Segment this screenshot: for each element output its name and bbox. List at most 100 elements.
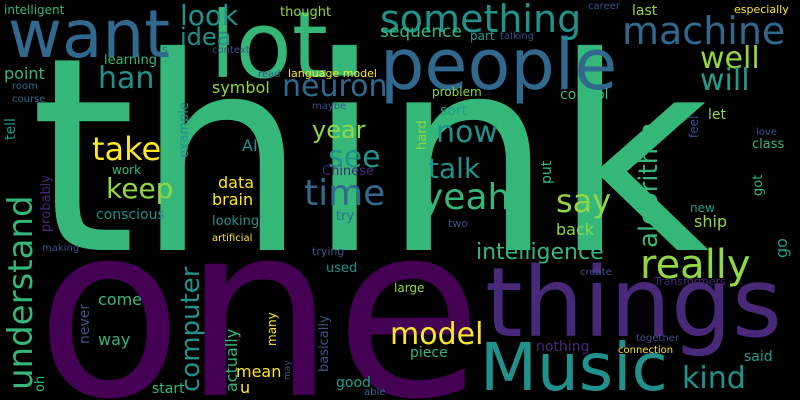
word-intelligence: intelligence	[476, 240, 604, 265]
word-point: point	[4, 64, 45, 83]
word-feel: feel	[687, 115, 701, 138]
word-especially: especially	[734, 3, 789, 16]
word-said: said	[744, 349, 773, 365]
word-things: things	[485, 247, 782, 359]
word-two: two	[448, 217, 469, 230]
word-kind: kind	[682, 361, 746, 396]
word-never: never	[77, 303, 93, 344]
word-something: something	[380, 0, 582, 41]
word-want: want	[8, 0, 171, 73]
word-basically: basically	[317, 315, 332, 372]
word-start: start	[152, 381, 185, 397]
word-brain: brain	[212, 190, 254, 209]
word-conscious: conscious	[96, 207, 165, 223]
word-work: work	[112, 163, 142, 177]
word-piece: piece	[410, 345, 448, 361]
word-got: got	[751, 174, 766, 196]
word-example: example	[177, 102, 192, 158]
word-come: come	[98, 290, 143, 309]
word-transformers: Transformers	[654, 275, 726, 288]
word-yeah: yeah	[422, 177, 511, 218]
word-hard: hard	[415, 120, 430, 150]
word-music: Music	[480, 329, 668, 400]
word-love: love	[756, 127, 777, 138]
word-many: many	[265, 312, 279, 346]
word-sequence: sequence	[380, 22, 462, 42]
word-room: room	[12, 81, 38, 92]
word-think: think	[30, 0, 710, 314]
word-idea: idea	[180, 23, 232, 51]
word-able: able	[364, 387, 386, 398]
word-algorithm: algorithm	[634, 122, 664, 248]
word-computer: computer	[176, 266, 206, 392]
word-course: course	[12, 94, 46, 105]
word-put: put	[539, 160, 555, 184]
word-see: see	[328, 140, 381, 175]
word-understand: understand	[1, 195, 41, 390]
word-go: go	[772, 238, 791, 258]
word-part: part	[470, 29, 495, 43]
word-making: making	[42, 243, 80, 254]
word-maybe: maybe	[312, 101, 347, 112]
word-data: data	[218, 173, 255, 192]
word-will: will	[700, 63, 750, 98]
word-try: try	[336, 209, 355, 224]
word-tell: tell	[3, 118, 19, 140]
word-language-model: language model	[288, 67, 377, 80]
word-oh: oh	[33, 375, 48, 392]
word-actually: actually	[222, 328, 241, 392]
word-control: control	[560, 87, 609, 103]
word-create: create	[580, 267, 612, 278]
word-ship: ship	[694, 212, 728, 231]
word-now: now	[436, 115, 498, 150]
word-problem: problem	[432, 85, 482, 99]
word-really: really	[640, 242, 751, 288]
word-last: last	[632, 3, 658, 19]
word-may: may	[283, 360, 293, 380]
word-back: back	[556, 220, 595, 239]
word-artificial: artificial	[212, 233, 253, 244]
word-machine: machine	[622, 9, 786, 53]
word-talk: talk	[428, 152, 481, 185]
word-together: together	[636, 333, 680, 344]
word-let: let	[708, 107, 726, 123]
word-probably: probably	[39, 174, 54, 232]
word-symbol: symbol	[212, 78, 270, 97]
word-look: look	[180, 0, 239, 32]
word-say: say	[556, 182, 612, 220]
word-large: large	[394, 281, 425, 295]
word-lot: lot	[210, 0, 328, 99]
word-context: context	[212, 45, 250, 56]
word-looking: looking	[212, 214, 260, 229]
word-well: well	[700, 41, 760, 76]
word-people: people	[380, 24, 618, 106]
word-way: way	[98, 330, 131, 349]
word-take: take	[92, 130, 162, 168]
word-chinese: Chinese	[322, 164, 374, 179]
word-intelligent: intelligent	[4, 3, 65, 17]
word-ai: AI	[242, 136, 258, 155]
word-used: used	[326, 261, 358, 276]
word-class: class	[752, 137, 785, 152]
word-connection: connection	[618, 345, 674, 356]
word-keep: keep	[106, 172, 174, 205]
word-career: career	[588, 1, 620, 12]
word-talking: talking	[500, 31, 535, 42]
word-mean: mean	[236, 362, 282, 381]
word-one: one	[36, 172, 483, 400]
word-sort: sort	[440, 103, 468, 119]
word-u: u	[240, 378, 251, 397]
word-learning: learning	[104, 53, 158, 68]
word-model: model	[390, 317, 484, 352]
word-good: good	[336, 375, 371, 391]
word-time: time	[304, 173, 386, 214]
word-year: year	[312, 116, 366, 144]
word-read: read	[258, 69, 281, 80]
word-neuron: neuron	[282, 69, 388, 104]
word-s: s	[162, 43, 168, 56]
word-thought: thought	[280, 5, 332, 20]
word-new: new	[690, 201, 715, 215]
word-nothing: nothing	[536, 339, 590, 355]
word-han: han	[98, 61, 155, 96]
